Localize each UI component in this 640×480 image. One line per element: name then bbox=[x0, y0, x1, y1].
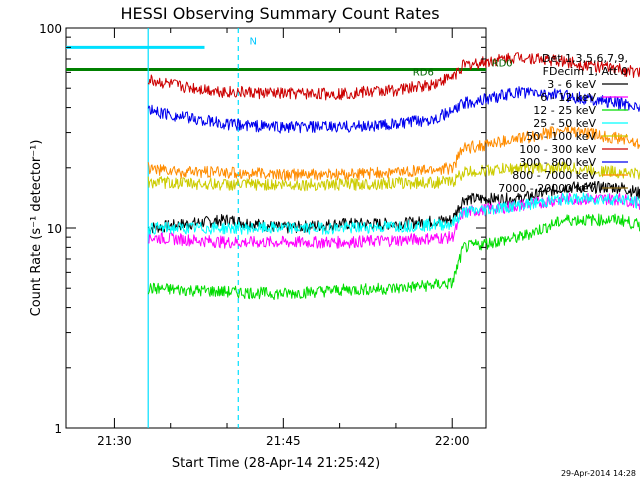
series-line-2 bbox=[147, 213, 640, 300]
y-axis-ticks: 1 10 100 bbox=[39, 22, 486, 436]
legend-label-6: 300 - 800 keV bbox=[519, 156, 596, 169]
legend-header-1: FDecim 1, Att 0 bbox=[543, 65, 628, 78]
legend-header-0: Det 1,3,5,6,7,9, bbox=[542, 52, 628, 65]
legend-label-1: 6 - 12 keV bbox=[540, 91, 596, 104]
legend-label-7: 800 - 7000 keV bbox=[512, 169, 596, 182]
legend-label-4: 50 - 100 keV bbox=[526, 130, 596, 143]
x-axis-ticks: 21:30 21:45 22:00 bbox=[97, 28, 470, 448]
legend-label-8: 7000 - 20000 keV bbox=[498, 182, 596, 195]
series-line-3 bbox=[147, 192, 640, 235]
series-line-1 bbox=[148, 192, 640, 249]
legend-label-0: 3 - 6 keV bbox=[547, 78, 596, 91]
y-tick-label-1: 10 bbox=[47, 222, 62, 236]
annotation-rd0: RD0 bbox=[492, 59, 513, 70]
x-axis-label: Start Time (28-Apr-14 21:25:42) bbox=[172, 456, 380, 471]
legend: Det 1,3,5,6,7,9,FDecim 1, Att 03 - 6 keV… bbox=[498, 52, 628, 195]
y-axis-label: Count Rate (s⁻¹ detector⁻¹) bbox=[29, 140, 44, 317]
chart-title: HESSI Observing Summary Count Rates bbox=[120, 4, 439, 23]
x-tick-label-2: 22:00 bbox=[435, 434, 470, 448]
series-line-7 bbox=[147, 124, 640, 182]
annotations-layer: NSFRD6RD0 bbox=[250, 36, 513, 78]
series-line-6 bbox=[147, 86, 640, 134]
legend-label-2: 12 - 25 keV bbox=[533, 104, 596, 117]
legend-label-5: 100 - 300 keV bbox=[519, 143, 596, 156]
series-layer bbox=[147, 52, 640, 300]
footer-date: 29-Apr-2014 14:28 bbox=[561, 469, 636, 478]
annotation-rd6: RD6 bbox=[413, 67, 434, 78]
flags-layer bbox=[66, 45, 486, 72]
x-tick-label-0: 21:30 bbox=[97, 434, 132, 448]
y-tick-label-0: 1 bbox=[54, 422, 62, 436]
legend-label-3: 25 - 50 keV bbox=[533, 117, 596, 130]
series-line-4 bbox=[147, 161, 640, 192]
x-tick-label-1: 21:45 bbox=[266, 434, 301, 448]
series-line-5 bbox=[147, 52, 640, 101]
y-tick-label-2: 100 bbox=[39, 22, 62, 36]
annotation-n: N bbox=[250, 36, 257, 47]
